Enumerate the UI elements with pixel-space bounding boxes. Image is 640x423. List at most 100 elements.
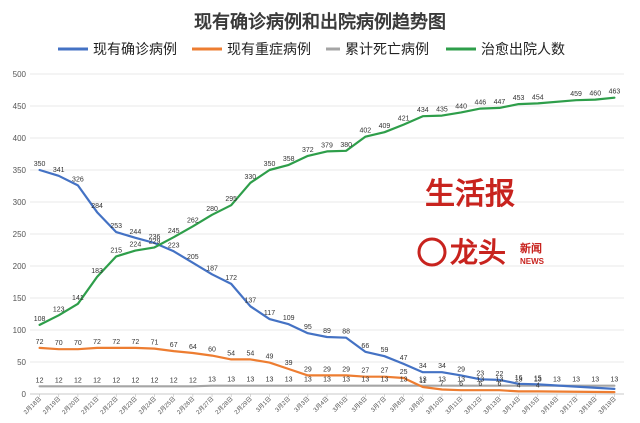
- data-label-deaths: 13: [476, 377, 484, 384]
- data-label-deaths: 13: [285, 377, 293, 384]
- data-label-severe: 6: [459, 381, 463, 388]
- data-label-recovered: 123: [53, 306, 65, 313]
- data-label-severe: 27: [381, 368, 389, 375]
- data-label-deaths: 13: [572, 377, 580, 384]
- data-label-recovered: 262: [187, 217, 199, 224]
- data-label-current: 236: [149, 234, 161, 241]
- data-label-current: 205: [187, 254, 199, 261]
- data-label-current: 223: [168, 242, 180, 249]
- data-label-current: 34: [438, 363, 446, 370]
- data-label-deaths: 12: [151, 377, 159, 384]
- data-label-deaths: 13: [457, 377, 465, 384]
- data-label-recovered: 215: [110, 247, 122, 254]
- watermark-seal-icon: [417, 237, 447, 267]
- data-label-recovered: 372: [302, 147, 314, 154]
- data-label-current: 15: [534, 375, 542, 382]
- legend-label-current: 现有确诊病例: [93, 41, 177, 57]
- x-tick-label: 2月24日: [137, 395, 158, 416]
- data-label-current: 23: [476, 370, 484, 377]
- legend-label-deaths: 累计死亡病例: [345, 41, 429, 57]
- data-label-deaths: 12: [93, 377, 101, 384]
- data-label-current: 66: [361, 343, 369, 350]
- x-tick-label: 2月23日: [118, 395, 139, 416]
- data-label-current: 109: [283, 315, 295, 322]
- data-label-recovered: 440: [455, 103, 467, 110]
- x-tick-label: 2月22日: [99, 395, 120, 416]
- x-tick-label: 2月27日: [195, 395, 216, 416]
- data-label-recovered: 421: [398, 116, 410, 123]
- data-label-current: 89: [323, 328, 331, 335]
- data-label-deaths: 12: [170, 377, 178, 384]
- data-label-current: 117: [264, 310, 275, 317]
- data-label-recovered: 459: [570, 91, 582, 98]
- data-label-current: 88: [342, 329, 350, 336]
- data-labels: 12 12 12 12 12 12 12 12 12 13 13 13 13 13 13 13 13 13 13 13…: [34, 89, 621, 390]
- data-label-current: 47: [400, 355, 408, 362]
- data-label-severe: 70: [55, 340, 63, 347]
- y-tick-label: 450: [13, 102, 27, 111]
- data-label-recovered: 330: [245, 174, 257, 181]
- data-label-severe: 29: [323, 366, 331, 373]
- x-tick-label: 3月11日: [444, 395, 464, 415]
- x-tick-label: 3月13日: [482, 395, 503, 416]
- data-label-recovered: 434: [417, 107, 429, 114]
- x-tick-label: 3月10日: [425, 395, 446, 416]
- x-tick-label: 3月3日: [293, 395, 311, 413]
- data-label-recovered: 402: [359, 128, 371, 135]
- data-label-current: 95: [304, 324, 312, 331]
- data-label-current: 187: [206, 265, 218, 272]
- data-label-current: 253: [110, 223, 122, 230]
- data-label-deaths: 13: [266, 377, 274, 384]
- series-layer: [38, 96, 616, 394]
- data-label-severe: 4: [536, 382, 540, 389]
- x-tick-label: 2月21日: [80, 395, 101, 416]
- data-label-severe: 67: [170, 342, 178, 349]
- legend: 现有确诊病例 现有重症病例 累计死亡病例 治愈出院人数: [58, 41, 565, 57]
- watermark-logo: 生活报 龙头 新闻 NEWS: [417, 177, 545, 269]
- legend-item-severe: 现有重症病例: [192, 41, 311, 57]
- data-label-deaths: 12: [55, 377, 63, 384]
- data-label-recovered: 108: [34, 316, 46, 323]
- data-label-recovered: 141: [72, 295, 84, 302]
- data-label-current: 172: [225, 275, 237, 282]
- legend-label-severe: 现有重症病例: [227, 41, 311, 57]
- data-label-severe: 27: [361, 368, 369, 375]
- data-label-current: 326: [72, 176, 84, 183]
- series-line-severe: [38, 346, 616, 394]
- data-label-recovered: 454: [532, 94, 544, 101]
- data-label-deaths: 12: [74, 377, 82, 384]
- data-label-recovered: 447: [494, 99, 506, 106]
- data-label-severe: 29: [342, 366, 350, 373]
- watermark-line1: 生活报: [425, 177, 515, 212]
- y-tick-label: 250: [13, 230, 27, 239]
- data-label-recovered: 358: [283, 156, 295, 163]
- x-tick-label: 3月12日: [463, 395, 484, 416]
- data-label-severe: 70: [74, 340, 82, 347]
- data-label-severe: 49: [266, 354, 274, 361]
- y-axis: 0 50 100 150 200 250 300 350 400 450 500: [13, 70, 27, 399]
- data-label-deaths: 13: [361, 377, 369, 384]
- data-label-severe: 71: [151, 340, 159, 347]
- y-tick-label: 200: [13, 262, 27, 271]
- data-label-severe: 72: [131, 339, 139, 346]
- y-tick-label: 100: [13, 326, 27, 335]
- data-label-recovered: 453: [513, 95, 525, 102]
- data-label-deaths: 13: [515, 377, 523, 384]
- data-label-recovered: 446: [474, 100, 486, 107]
- y-tick-label: 350: [13, 166, 27, 175]
- data-label-recovered: 435: [436, 107, 448, 114]
- data-label-severe: 54: [227, 350, 235, 357]
- data-label-severe: 25: [400, 369, 408, 376]
- data-label-current: 244: [130, 229, 142, 236]
- data-label-severe: 54: [246, 350, 254, 357]
- data-label-severe: 6: [478, 381, 482, 388]
- data-label-recovered: 295: [225, 196, 237, 203]
- data-label-recovered: 409: [379, 123, 391, 130]
- x-tick-label: 2月20日: [61, 395, 82, 416]
- data-label-severe: 64: [189, 344, 197, 351]
- data-label-severe: 72: [36, 339, 44, 346]
- data-label-current: 341: [53, 167, 65, 174]
- legend-item-deaths: 累计死亡病例: [326, 41, 429, 57]
- y-tick-label: 150: [13, 294, 27, 303]
